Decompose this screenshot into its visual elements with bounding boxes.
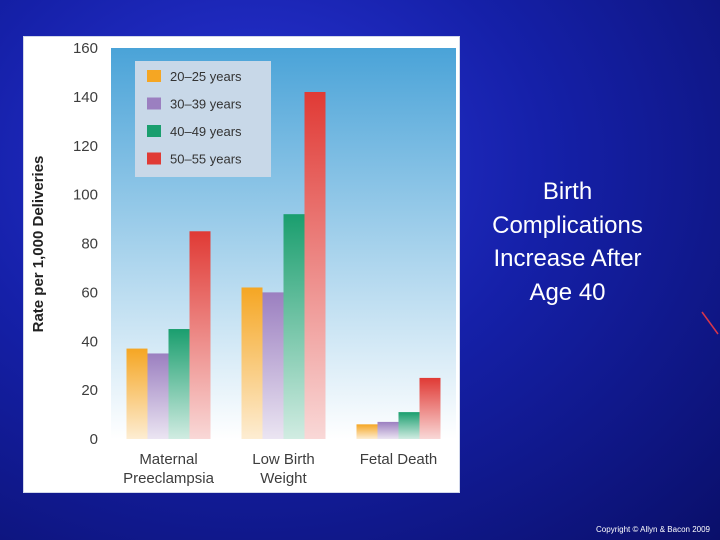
- bar: [189, 231, 211, 439]
- slide-title: Birth Complications Increase After Age 4…: [492, 178, 643, 306]
- y-tick-label: 140: [73, 89, 98, 106]
- bar: [241, 287, 263, 439]
- bar: [147, 353, 169, 439]
- legend-label: 50–55 years: [170, 152, 242, 167]
- legend-label: 40–49 years: [170, 124, 242, 139]
- y-tick-label: 60: [81, 284, 98, 301]
- bar: [304, 91, 326, 440]
- y-tick-label: 20: [81, 382, 98, 399]
- category-label: Fetal Death: [360, 451, 438, 468]
- legend-label: 30–39 years: [170, 97, 242, 112]
- bar: [283, 214, 305, 439]
- bar: [356, 424, 378, 439]
- bar: [398, 412, 420, 439]
- y-axis-label: Rate per 1,000 Deliveries: [30, 156, 47, 333]
- bar: [126, 348, 148, 439]
- legend-label: 20–25 years: [170, 69, 242, 84]
- category-label: Preeclampsia: [123, 470, 215, 487]
- bar: [262, 292, 284, 439]
- y-tick-label: 120: [73, 138, 98, 155]
- legend-swatch: [147, 125, 161, 137]
- y-tick-label: 80: [81, 236, 98, 253]
- bar: [419, 377, 441, 439]
- legend-swatch: [147, 97, 161, 110]
- bar: [168, 329, 190, 439]
- category-label: Weight: [260, 470, 307, 487]
- bar-chart: Maternal Preeclampsia Low Birth Weight Fetal…: [30, 40, 456, 487]
- chart-panel: Maternal Preeclampsia Low Birth Weight Fetal…: [23, 36, 460, 493]
- copyright-text: Copyright © Allyn & Bacon 2009: [596, 525, 710, 534]
- y-tick-label: 40: [81, 333, 98, 350]
- decorative-line: [701, 311, 719, 335]
- y-tick-label: 0: [90, 431, 98, 448]
- legend-swatch: [147, 152, 161, 165]
- legend-swatch: [147, 70, 161, 82]
- category-label: Low Birth: [252, 451, 315, 468]
- bar: [377, 421, 399, 439]
- category-label: Maternal: [139, 451, 197, 468]
- y-tick-label: 160: [73, 40, 98, 57]
- y-tick-label: 100: [73, 187, 98, 204]
